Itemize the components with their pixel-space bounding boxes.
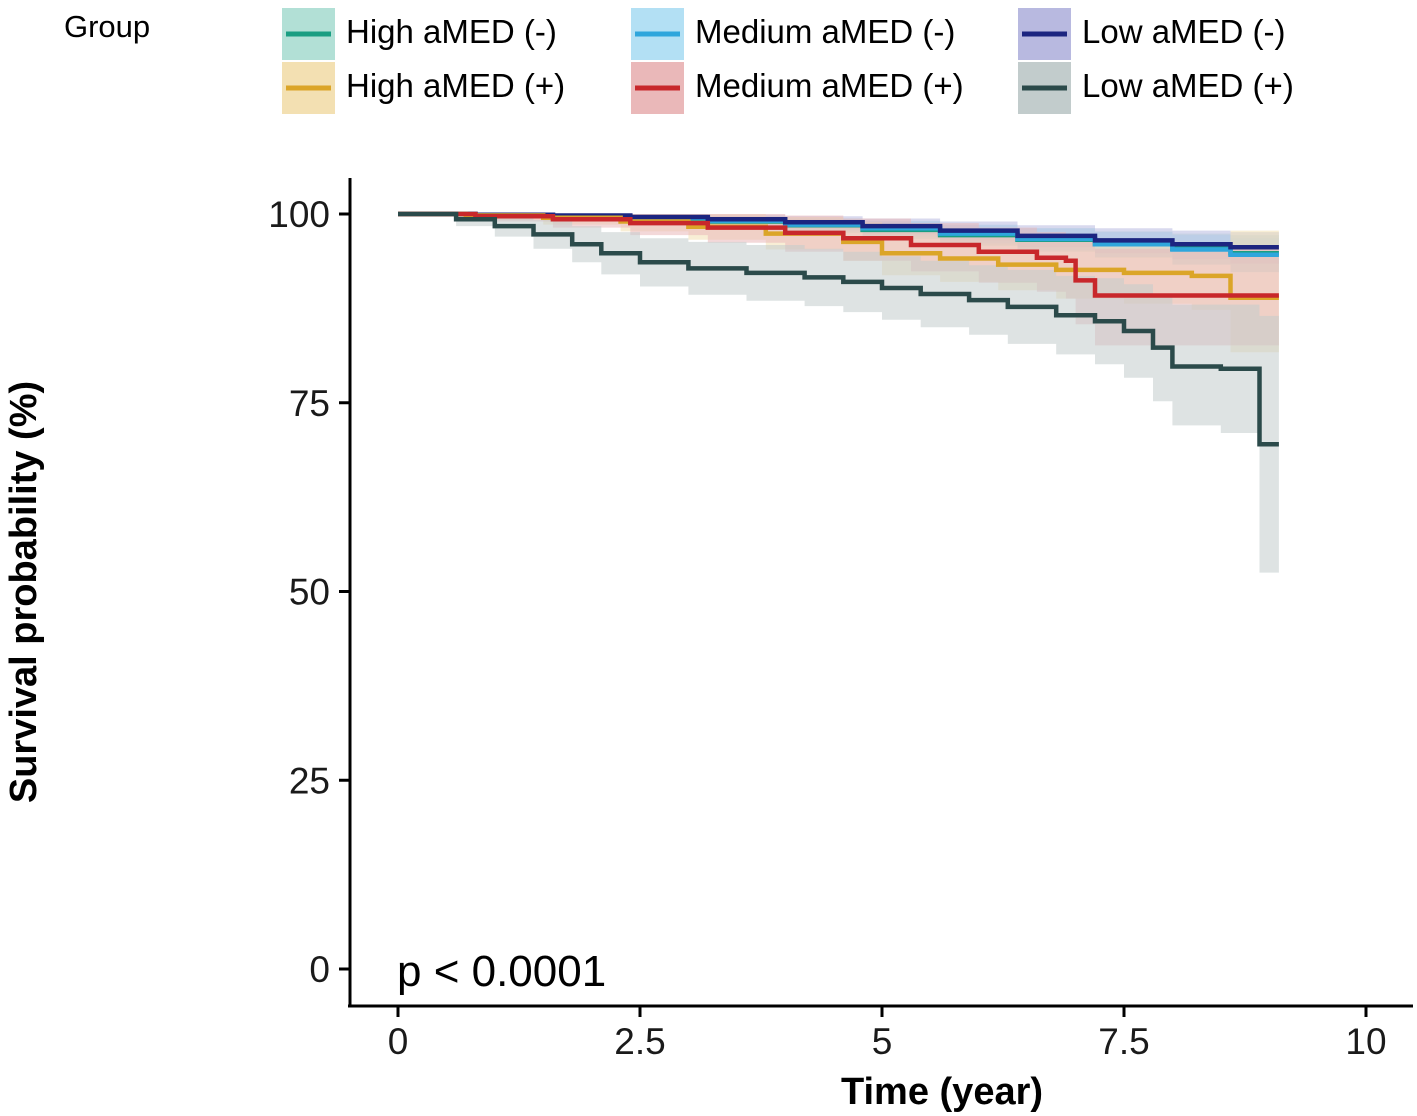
legend-label: Low aMED (+) bbox=[1082, 67, 1294, 104]
ci-band-medium-amed bbox=[398, 214, 1279, 346]
legend-item-low-amed: Low aMED (+) bbox=[1018, 62, 1294, 114]
y-tick-label: 100 bbox=[268, 194, 330, 235]
legend-title: Group bbox=[64, 9, 150, 44]
y-tick-label: 25 bbox=[289, 760, 330, 801]
x-ticks: 0 2.5 5 7.5 10 bbox=[388, 1006, 1387, 1062]
x-tick-label: 7.5 bbox=[1098, 1021, 1149, 1062]
confidence-bands bbox=[398, 214, 1279, 573]
legend-item-high-amed: High aMED (-) bbox=[282, 8, 557, 60]
legend-label: Low aMED (-) bbox=[1082, 13, 1286, 50]
y-tick-label: 75 bbox=[289, 383, 330, 424]
x-tick-label: 5 bbox=[872, 1021, 893, 1062]
ci-band-low-amed bbox=[398, 214, 1279, 573]
p-value-annotation: p < 0.0001 bbox=[397, 947, 606, 996]
legend-item-medium-amed: Medium aMED (+) bbox=[631, 62, 964, 114]
ci-band-low-amed bbox=[398, 214, 1279, 264]
legend-label: Medium aMED (-) bbox=[695, 13, 955, 50]
y-tick-label: 50 bbox=[289, 572, 330, 613]
curve-low-amed bbox=[398, 211, 1279, 447]
legend-item-high-amed: High aMED (+) bbox=[282, 62, 565, 114]
legend: Group High aMED (-) Medium aMED (-) Low aM… bbox=[64, 8, 1294, 114]
y-axis-title: Survival probability (%) bbox=[3, 381, 45, 803]
y-ticks: 0 25 50 75 100 bbox=[268, 194, 350, 990]
x-axis-title: Time (year) bbox=[841, 1071, 1043, 1113]
x-tick-label: 10 bbox=[1345, 1021, 1386, 1062]
curve-medium-amed bbox=[398, 211, 1279, 298]
legend-label: High aMED (+) bbox=[346, 67, 565, 104]
legend-item-medium-amed: Medium aMED (-) bbox=[631, 8, 955, 60]
x-tick-label: 2.5 bbox=[614, 1021, 665, 1062]
survival-curves bbox=[398, 211, 1279, 447]
y-tick-label: 0 bbox=[309, 949, 330, 990]
x-tick-label: 0 bbox=[388, 1021, 409, 1062]
legend-item-low-amed: Low aMED (-) bbox=[1018, 8, 1286, 60]
legend-label: Medium aMED (+) bbox=[695, 67, 964, 104]
legend-label: High aMED (-) bbox=[346, 13, 557, 50]
